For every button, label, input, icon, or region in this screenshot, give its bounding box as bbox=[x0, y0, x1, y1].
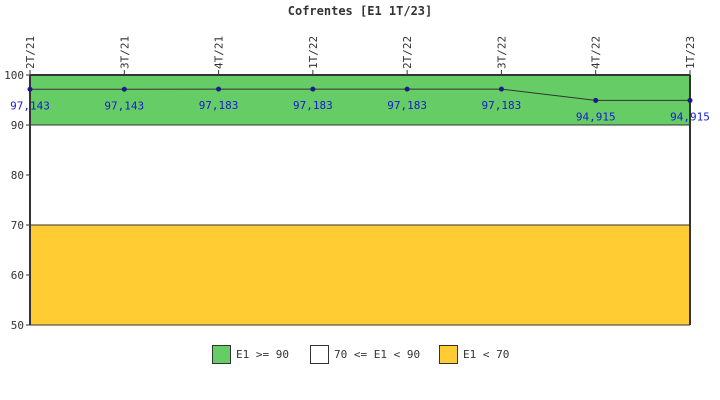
data-label: 97,183 bbox=[199, 99, 239, 112]
x-tick-label: 1T/22 bbox=[307, 36, 320, 69]
y-tick-label: 80 bbox=[11, 169, 24, 182]
data-label: 94,915 bbox=[670, 110, 710, 123]
legend-label-mid: 70 <= E1 < 90 bbox=[334, 348, 421, 361]
x-tick-label: 2T/21 bbox=[24, 36, 37, 69]
data-point bbox=[687, 97, 693, 103]
x-tick-label: 4T/21 bbox=[213, 36, 226, 69]
x-tick-label: 2T/22 bbox=[401, 36, 414, 69]
legend-swatch-low bbox=[439, 345, 458, 364]
y-tick-label: 70 bbox=[11, 219, 24, 232]
legend-swatch-mid bbox=[310, 345, 329, 364]
x-tick-label: 3T/22 bbox=[495, 36, 508, 69]
data-point bbox=[216, 86, 222, 92]
y-tick-label: 100 bbox=[4, 69, 24, 82]
x-tick-label: 1T/23 bbox=[684, 36, 697, 69]
legend-item-mid: 70 <= E1 < 90 bbox=[310, 345, 420, 364]
data-label: 94,915 bbox=[576, 110, 616, 123]
band-1 bbox=[30, 125, 690, 225]
y-tick-label: 90 bbox=[11, 119, 24, 132]
legend-item-low: E1 < 70 bbox=[439, 345, 509, 364]
band-0 bbox=[30, 75, 690, 125]
chart-title: Cofrentes [E1 1T/23] bbox=[287, 4, 433, 18]
legend-swatch-high bbox=[212, 345, 231, 364]
x-tick-label: 3T/21 bbox=[118, 36, 131, 69]
band-2 bbox=[30, 225, 690, 325]
series-line bbox=[30, 88, 690, 101]
data-point bbox=[593, 97, 599, 103]
data-point bbox=[121, 86, 127, 92]
y-tick-label: 60 bbox=[11, 269, 24, 282]
legend-item-high: E1 >= 90 bbox=[212, 345, 289, 364]
data-label: 97,143 bbox=[104, 99, 144, 112]
data-label: 97,183 bbox=[482, 99, 522, 112]
data-point bbox=[404, 86, 410, 92]
data-point bbox=[498, 86, 504, 92]
data-label: 97,143 bbox=[10, 99, 50, 112]
data-point bbox=[310, 86, 316, 92]
data-label: 97,183 bbox=[387, 99, 427, 112]
x-tick-label: 4T/22 bbox=[590, 36, 603, 69]
y-tick-label: 50 bbox=[11, 319, 24, 332]
data-label: 97,183 bbox=[293, 99, 333, 112]
legend-label-high: E1 >= 90 bbox=[236, 348, 289, 361]
legend-label-low: E1 < 70 bbox=[463, 348, 510, 361]
data-point bbox=[27, 86, 33, 92]
